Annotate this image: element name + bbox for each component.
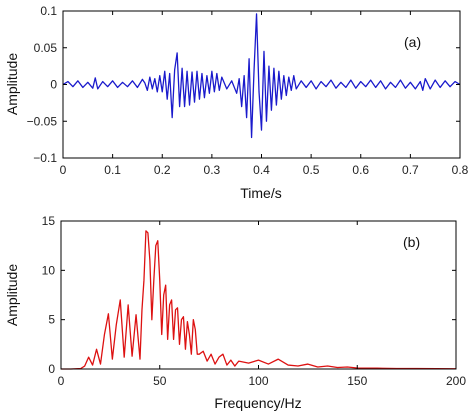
panel-b-plot-area: [61, 230, 457, 370]
panel-b-ytick-label: 15: [42, 214, 56, 228]
panel-b-xtick-label: 150: [347, 374, 367, 388]
panel-a-xtick-label: 0: [60, 163, 67, 177]
panel-a-plot-area: [62, 13, 461, 139]
panel-b-xtick-label: 200: [446, 374, 466, 388]
panel-b-ytick-label: 5: [48, 313, 55, 327]
panel-a-ytick-label: −0.1: [33, 151, 57, 165]
panel-b-ytick-label: 0: [48, 362, 55, 376]
panel-b-ylabel: Amplitude: [4, 264, 20, 326]
panel-b-xtick-label: 100: [248, 374, 268, 388]
panel-a-xtick-label: 0.1: [104, 163, 121, 177]
panel-b-xlabel: Frequency/Hz: [214, 395, 301, 411]
panel-a-ylabel: Amplitude: [4, 53, 20, 115]
panel-a-ytick-label: 0.1: [40, 4, 57, 18]
panel-a-xtick-label: 0.8: [452, 163, 469, 177]
panel-a-time-domain: 0 0.1 0.2 0.3 0.4 0.5 0.6 0.7 0.8 −0.1 −0.05 0 0.05 0…: [4, 4, 469, 201]
panel-b-series-line-0: [61, 230, 457, 370]
panel-a-xlabel: Time/s: [240, 185, 281, 201]
panel-b-frame: [60, 220, 457, 370]
panel-a-ytick-label: 0.05: [34, 41, 58, 55]
panel-a-xtick-label: 0.7: [402, 163, 419, 177]
panel-b-frequency-domain: 0 50 100 150 200 0 5 10 15 (b) Frequency/Hz Ampl…: [4, 214, 466, 411]
panel-a-ytick-label: −0.05: [27, 114, 58, 128]
panel-b-xtick-label: 50: [153, 374, 167, 388]
panel-a-ytick-label: 0: [50, 78, 57, 92]
panel-b-xtick-label: 0: [58, 374, 65, 388]
panel-a-xtick-label: 0.3: [204, 163, 221, 177]
panel-a-xtick-label: 0.6: [352, 163, 369, 177]
panel-b-ytick-label: 10: [42, 263, 56, 277]
panel-b-label: (b): [403, 234, 420, 250]
panel-a-label: (a): [404, 34, 421, 50]
panel-a-xtick-label: 0.5: [303, 163, 320, 177]
panel-b-ticks: 0 50 100 150 200 0 5 10 15: [42, 214, 467, 388]
panel-a-xtick-label: 0.2: [154, 163, 171, 177]
panel-a-frame: [62, 10, 461, 159]
panel-a-ticks: 0 0.1 0.2 0.3 0.4 0.5 0.6 0.7 0.8 −0.1 −0.05 0 0.05 0…: [27, 4, 469, 177]
panel-a-xtick-label: 0.4: [253, 163, 270, 177]
panel-a-series-line-0: [62, 13, 461, 139]
